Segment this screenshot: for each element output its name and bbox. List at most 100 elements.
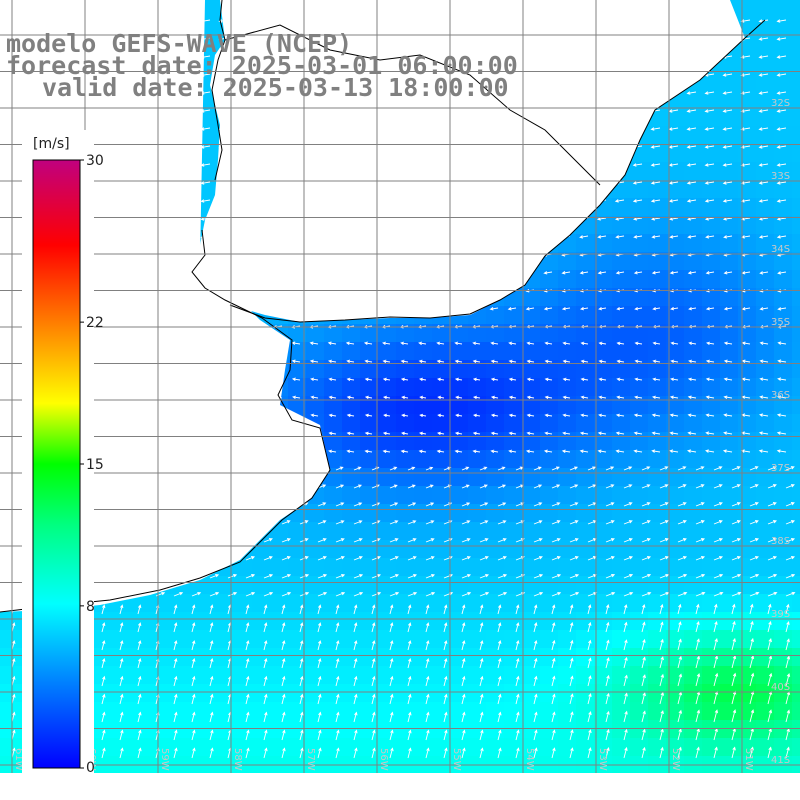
field-cell (306, 666, 325, 685)
wind-arrow (526, 359, 535, 364)
wind-arrow (281, 675, 286, 687)
field-cell (342, 396, 361, 415)
field-cell (378, 396, 397, 415)
wind-arrow (641, 591, 652, 597)
field-cell (720, 306, 739, 325)
field-cell (522, 378, 541, 397)
wind-arrow (659, 621, 664, 633)
field-cell (720, 594, 739, 613)
field-cell (738, 774, 757, 793)
wind-arrow (650, 127, 661, 131)
field-cell (396, 666, 415, 685)
wind-arrow (749, 603, 754, 615)
field-cell (450, 774, 469, 793)
field-cell (522, 468, 541, 487)
field-cell (414, 486, 433, 505)
wind-arrow (497, 711, 502, 723)
field-cell (684, 90, 703, 109)
wind-arrow (767, 655, 773, 669)
field-cell (486, 630, 505, 649)
field-cell (594, 270, 613, 289)
field-cell (648, 504, 667, 523)
field-cell (666, 486, 685, 505)
wind-arrow (569, 556, 579, 561)
field-cell (432, 324, 451, 343)
field-cell (630, 612, 649, 631)
field-cell (774, 342, 793, 361)
wind-arrow (641, 484, 651, 489)
wind-arrow (562, 413, 571, 418)
field-cell (612, 504, 631, 523)
field-cell (702, 162, 721, 181)
wind-arrow (713, 591, 724, 597)
wind-arrow (776, 163, 787, 167)
field-cell (756, 432, 775, 451)
field-cell (702, 630, 721, 649)
field-cell (576, 720, 595, 739)
wind-arrow (263, 622, 268, 633)
field-cell (738, 468, 757, 487)
field-cell (666, 342, 685, 361)
field-cell (774, 90, 793, 109)
field-cell (198, 126, 217, 145)
field-cell (378, 450, 397, 469)
wind-arrow (382, 359, 391, 364)
wind-arrow (479, 640, 484, 651)
field-cell (126, 612, 145, 631)
field-cell (594, 666, 613, 685)
field-cell (396, 558, 415, 577)
field-cell (792, 558, 800, 577)
wind-arrow (101, 729, 106, 741)
wind-arrow (705, 271, 715, 275)
wind-arrow (686, 145, 697, 149)
wind-arrow (299, 711, 304, 723)
field-cell (702, 306, 721, 325)
wind-arrow (767, 709, 773, 723)
wind-arrow (353, 622, 358, 633)
field-cell (198, 774, 217, 793)
field-cell (180, 702, 199, 721)
field-cell (576, 540, 595, 559)
field-cell (774, 54, 793, 73)
wind-arrow (479, 538, 489, 543)
wind-arrow (191, 729, 196, 741)
field-cell (756, 306, 775, 325)
field-cell (144, 630, 163, 649)
field-cell (342, 414, 361, 433)
field-cell (594, 504, 613, 523)
wind-arrow (713, 655, 719, 669)
wind-arrow (785, 466, 795, 471)
field-cell (198, 144, 217, 163)
field-cell (504, 648, 523, 667)
field-cell (666, 360, 685, 379)
field-cell (180, 666, 199, 685)
field-cell (774, 378, 793, 397)
wind-arrow (353, 711, 358, 723)
wind-arrow (419, 431, 427, 436)
wind-arrow (533, 729, 538, 741)
wind-arrow (741, 359, 751, 363)
wind-arrow (310, 377, 319, 382)
field-cell (630, 306, 649, 325)
wind-arrow (479, 484, 488, 489)
field-cell (756, 504, 775, 523)
wind-arrow (777, 307, 787, 311)
wind-arrow (713, 466, 723, 471)
wind-arrow (353, 484, 363, 489)
wind-arrow (749, 502, 759, 507)
field-cell (612, 342, 631, 361)
field-cell (468, 612, 487, 631)
wind-arrow (749, 591, 760, 597)
wind-arrow (401, 395, 409, 400)
wind-arrow (310, 395, 319, 400)
field-cell (468, 468, 487, 487)
wind-arrow (598, 359, 607, 364)
wind-arrow (740, 91, 751, 95)
field-cell (504, 468, 523, 487)
field-cell (774, 324, 793, 343)
field-cell (450, 684, 469, 703)
field-cell (180, 648, 199, 667)
field-cell (774, 72, 793, 91)
wind-arrow (605, 692, 610, 705)
field-cell (504, 414, 523, 433)
